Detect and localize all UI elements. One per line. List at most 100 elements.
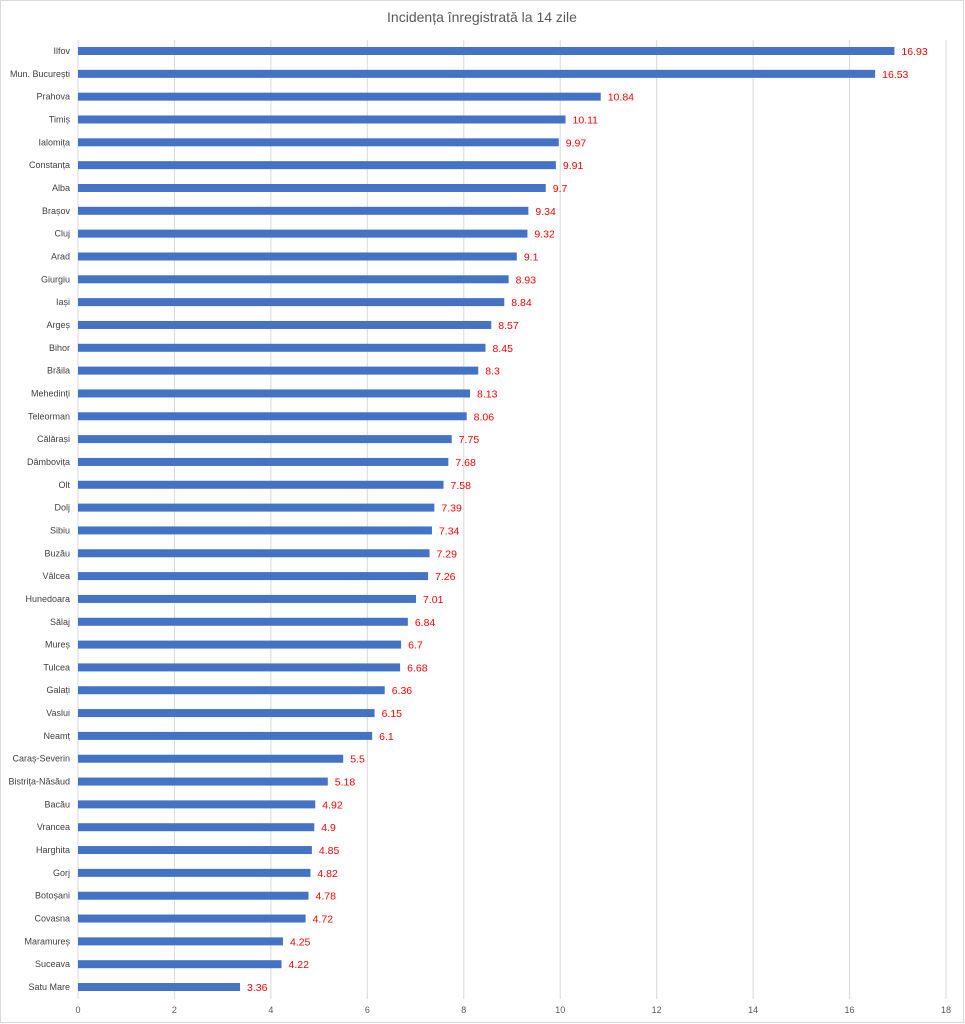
category-label: Teleorman: [28, 411, 70, 421]
data-label: 3.36: [247, 982, 268, 994]
bar: [78, 229, 528, 238]
bar: [78, 503, 435, 512]
x-tick-label: 16: [845, 1005, 855, 1015]
category-label: Satu Mare: [28, 982, 70, 992]
data-label: 7.34: [439, 525, 460, 537]
bar: [78, 754, 344, 763]
category-label: Constanța: [29, 160, 70, 170]
bar: [78, 709, 375, 718]
category-label: Olt: [58, 480, 70, 490]
data-label: 8.93: [516, 274, 537, 286]
bar: [78, 320, 492, 329]
data-label: 9.32: [534, 229, 555, 241]
bar: [78, 92, 601, 101]
bar: [78, 617, 408, 626]
data-label: 4.78: [316, 891, 337, 903]
bar: [78, 480, 444, 489]
bar: [78, 435, 452, 444]
data-label: 5.18: [335, 777, 356, 789]
category-label: Galați: [46, 685, 70, 695]
data-label: 7.58: [451, 480, 472, 492]
x-tick-label: 6: [365, 1005, 370, 1015]
data-label: 8.45: [492, 343, 513, 355]
x-tick-label: 10: [555, 1005, 565, 1015]
bar: [78, 731, 373, 740]
data-label: 4.22: [288, 959, 309, 971]
x-axis-tick-labels: 0 2 4 6 8 10 12 14 16 18: [75, 1005, 951, 1015]
category-label: Iași: [56, 297, 70, 307]
data-label: 9.91: [563, 160, 584, 172]
data-label: 7.26: [435, 571, 456, 583]
data-label: 6.15: [382, 708, 403, 720]
category-label: Cluj: [54, 229, 70, 239]
bar: [78, 389, 471, 398]
category-label: Dolj: [54, 503, 70, 513]
bar: [78, 206, 529, 215]
data-label: 8.84: [511, 297, 532, 309]
bar: [78, 115, 566, 124]
data-labels: 16.93 16.53 10.84 10.11 9.97 9.91 9.7 9.34 9.32 9…: [247, 46, 928, 994]
category-label: Sălaj: [50, 617, 70, 627]
bar: [78, 412, 467, 421]
data-label: 7.68: [455, 457, 476, 469]
category-label: Hunedoara: [25, 594, 70, 604]
category-label: Arad: [51, 251, 70, 261]
bar: [78, 343, 486, 352]
data-label: 9.7: [553, 183, 568, 195]
category-label: Bihor: [49, 343, 70, 353]
bar: [78, 183, 546, 192]
bar: [78, 868, 311, 877]
data-label: 4.25: [290, 936, 311, 948]
x-tick-label: 8: [461, 1005, 466, 1015]
data-label: 16.93: [901, 46, 927, 58]
data-label: 6.68: [407, 662, 428, 674]
bar: [78, 457, 449, 466]
bar: [78, 549, 430, 558]
bar: [78, 960, 282, 969]
bar: [78, 983, 241, 992]
data-label: 9.97: [566, 137, 587, 149]
bar: [78, 891, 309, 900]
category-label: Botoșani: [35, 891, 70, 901]
category-label: Vâlcea: [42, 571, 70, 581]
category-label: Sibiu: [50, 525, 70, 535]
bar: [78, 161, 556, 170]
bar: [78, 594, 417, 603]
data-label: 6.84: [415, 617, 436, 629]
category-label: Ilfov: [53, 46, 70, 56]
bar: [78, 686, 385, 695]
bar: [78, 138, 559, 147]
data-label: 5.5: [350, 754, 365, 766]
data-label: 9.1: [524, 251, 539, 263]
category-label: Tulcea: [43, 662, 70, 672]
data-label: 7.39: [441, 503, 462, 515]
bar: [78, 526, 432, 535]
bar: [78, 846, 312, 855]
category-label: Bacău: [44, 799, 70, 809]
bar: [78, 937, 283, 946]
bar: [78, 777, 328, 786]
data-label: 8.13: [477, 388, 498, 400]
bar: [78, 572, 429, 581]
gridlines: [77, 40, 947, 999]
x-tick-label: 2: [172, 1005, 177, 1015]
x-tick-label: 0: [75, 1005, 80, 1015]
category-label: Buzău: [44, 548, 70, 558]
bar: [78, 275, 509, 284]
bar: [78, 69, 876, 78]
x-tick-label: 12: [652, 1005, 662, 1015]
bar: [78, 914, 306, 923]
data-label: 7.75: [459, 434, 480, 446]
category-label: Covasna: [34, 914, 70, 924]
data-label: 7.29: [437, 548, 458, 560]
category-label: Bistrița-Năsăud: [8, 777, 70, 787]
data-label: 4.82: [317, 868, 338, 880]
category-label: Maramureș: [24, 936, 70, 946]
category-label: Suceava: [35, 959, 70, 969]
category-label: Argeș: [46, 320, 70, 330]
category-label: Ialomița: [38, 137, 70, 147]
bar: [78, 252, 517, 261]
data-label: 6.1: [379, 731, 394, 743]
